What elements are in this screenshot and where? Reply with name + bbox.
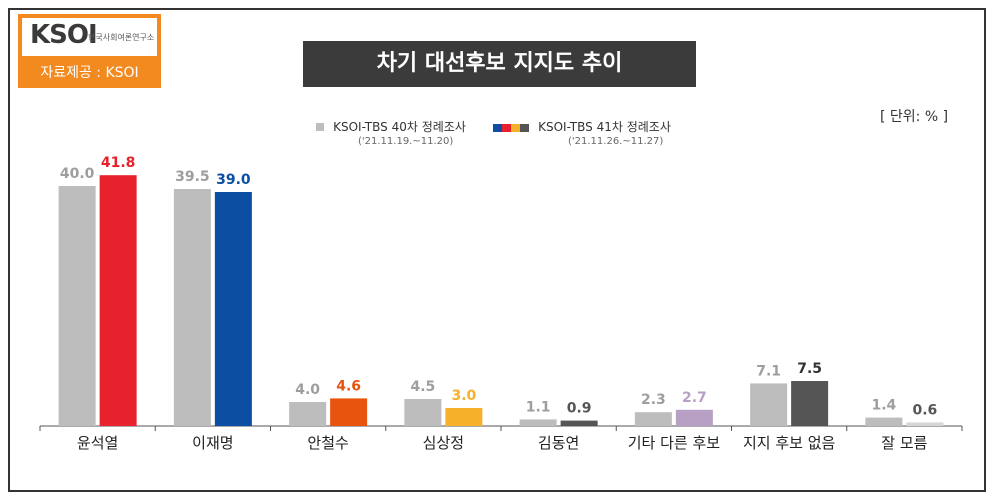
bar-previous xyxy=(289,402,327,426)
bar-current xyxy=(99,175,137,426)
bar-current xyxy=(675,409,713,426)
value-label-current: 0.9 xyxy=(567,401,592,417)
legend-item-previous: KSOI-TBS 40차 정례조사 xyxy=(316,116,466,135)
value-label-current: 7.5 xyxy=(797,361,822,377)
category-label: 기타 다른 후보 xyxy=(628,434,721,452)
bar-previous xyxy=(634,412,672,426)
category-label: 이재명 xyxy=(192,434,233,452)
unit-label: [ 단위: % ] xyxy=(880,109,949,125)
legend-label-current: KSOI-TBS 41차 정례조사 xyxy=(538,120,671,134)
category-label: 안철수 xyxy=(307,434,348,452)
value-label-current: 3.0 xyxy=(451,388,476,404)
category-label: 심상정 xyxy=(423,434,464,452)
value-label-current: 39.0 xyxy=(216,172,251,188)
bar-current xyxy=(791,381,829,426)
value-label-current: 4.6 xyxy=(336,378,361,394)
value-label-previous: 40.0 xyxy=(60,166,95,182)
logo-mark: KSOI xyxy=(30,20,98,50)
value-label-previous: 7.1 xyxy=(756,363,781,379)
bar-current xyxy=(560,420,598,426)
category-label: 김동연 xyxy=(538,434,579,452)
value-label-previous: 1.4 xyxy=(871,398,896,414)
value-label-previous: 39.5 xyxy=(175,169,210,185)
value-label-current: 41.8 xyxy=(101,155,136,171)
value-label-previous: 2.3 xyxy=(641,392,666,408)
value-label-current: 2.7 xyxy=(682,390,707,406)
bar-current xyxy=(214,192,252,426)
category-label: 잘 모름 xyxy=(881,434,927,452)
bar-previous xyxy=(750,383,788,426)
bar-current xyxy=(330,398,368,426)
category-label: 윤석열 xyxy=(77,434,118,452)
value-label-current: 0.6 xyxy=(912,402,937,418)
chart-title: 차기 대선후보 지지도 추이 xyxy=(303,41,696,87)
bar-current xyxy=(445,408,483,426)
bar-previous xyxy=(173,189,211,426)
bar-current xyxy=(906,422,944,426)
legend-swatch-previous xyxy=(316,122,324,131)
value-label-previous: 4.0 xyxy=(295,382,320,398)
value-label-previous: 1.1 xyxy=(526,399,551,415)
bar-previous xyxy=(58,186,96,426)
ksoi-logo-box: KSOI 한국사회여론연구소 자료제공 : KSOI xyxy=(18,14,161,88)
bar-previous xyxy=(519,419,557,426)
bar-previous xyxy=(404,399,442,426)
legend-item-current: KSOI-TBS 41차 정례조사 xyxy=(493,116,671,136)
bar-previous xyxy=(865,417,903,426)
logo-subtitle: 한국사회여론연구소 xyxy=(88,33,155,42)
legend-date-current: ('21.11.26.~11.27) xyxy=(568,136,664,147)
legend-label-previous: KSOI-TBS 40차 정례조사 xyxy=(333,120,466,134)
legend-date-previous: ('21.11.19.~11.20) xyxy=(358,136,454,147)
legend-swatch-current xyxy=(493,117,529,136)
ksoi-logo: KSOI 한국사회여론연구소 xyxy=(22,18,157,56)
data-source-label: 자료제공 : KSOI xyxy=(40,65,139,81)
category-label: 지지 후보 없음 xyxy=(743,434,835,452)
value-label-previous: 4.5 xyxy=(410,379,435,395)
